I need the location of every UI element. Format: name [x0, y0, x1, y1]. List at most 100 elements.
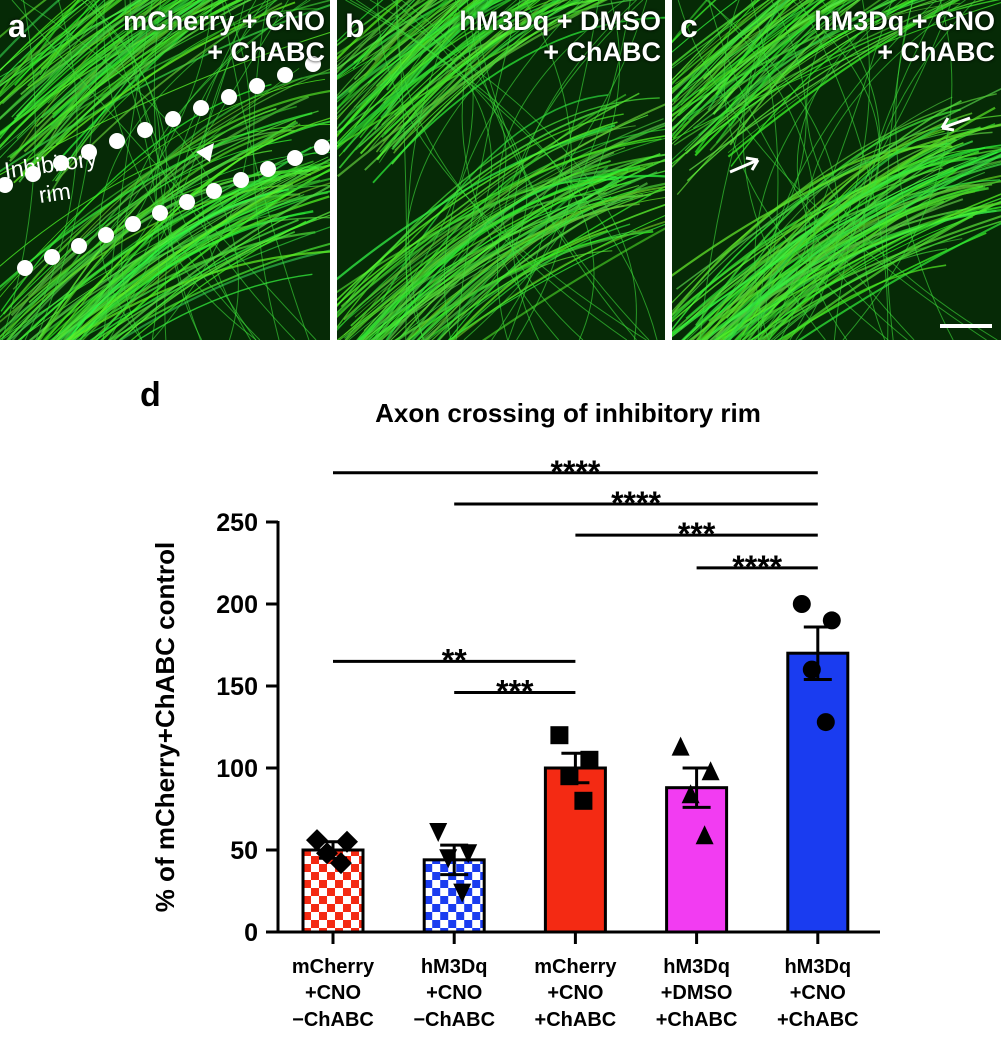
- axon: [0, 0, 81, 95]
- axon: [102, 0, 153, 340]
- axon: [729, 0, 845, 127]
- axon: [337, 0, 455, 79]
- axon: [749, 220, 1001, 340]
- axon: [404, 0, 565, 340]
- axon: [71, 210, 314, 340]
- axon: [466, 0, 650, 340]
- arrow: [940, 116, 971, 132]
- data-point: [792, 595, 811, 613]
- axon: [672, 0, 815, 112]
- axon: [375, 181, 632, 340]
- rim-dot: [277, 67, 293, 83]
- axon: [0, 0, 61, 59]
- panel-label: b: [345, 8, 365, 44]
- axon: [0, 0, 157, 121]
- rim-dot: [206, 183, 222, 199]
- axon: [57, 71, 330, 285]
- axon: [47, 0, 170, 104]
- axon: [741, 185, 984, 340]
- axon: [376, 0, 611, 161]
- axon: [337, 0, 638, 134]
- axon: [672, 0, 790, 95]
- axon: [396, 229, 654, 340]
- axon: [11, 0, 317, 340]
- axon: [370, 0, 464, 95]
- axon: [796, 0, 908, 340]
- axon: [705, 0, 839, 340]
- axon: [17, 0, 143, 151]
- axon: [337, 121, 618, 302]
- data-point: [439, 849, 458, 869]
- axon: [57, 117, 330, 335]
- axon: [35, 0, 98, 340]
- axon: [79, 0, 168, 340]
- axon: [380, 94, 609, 303]
- axon: [750, 216, 974, 340]
- axon: [672, 0, 851, 118]
- y-tick-label: 100: [216, 755, 258, 783]
- axon: [757, 0, 953, 340]
- axon: [776, 232, 987, 340]
- y-tick-label: 150: [216, 673, 258, 701]
- bar: [786, 651, 850, 934]
- axon: [698, 0, 898, 137]
- axon: [337, 0, 433, 63]
- axon: [443, 0, 584, 340]
- axon: [120, 215, 289, 340]
- rim-dot: [179, 194, 195, 210]
- axon: [124, 0, 296, 340]
- axon: [0, 0, 213, 340]
- axon: [11, 0, 142, 118]
- axon: [100, 168, 330, 340]
- axon: [153, 0, 202, 340]
- axon: [20, 0, 147, 96]
- rim-dot: [260, 161, 276, 177]
- axon: [396, 0, 628, 340]
- axon: [118, 214, 330, 340]
- axon: [46, 0, 189, 114]
- data-point: [671, 736, 690, 756]
- axon: [52, 0, 179, 127]
- significance-label: ****: [550, 454, 600, 490]
- axon: [497, 0, 644, 340]
- arrow: [729, 156, 760, 174]
- axon: [0, 0, 123, 106]
- data-point: [822, 611, 841, 630]
- axon: [385, 93, 627, 324]
- data-point: [453, 883, 472, 903]
- rim-dot: [233, 172, 249, 188]
- axon: [757, 200, 1001, 340]
- axon: [0, 161, 327, 340]
- axon: [730, 0, 917, 167]
- axon: [407, 186, 665, 340]
- axon: [55, 167, 320, 340]
- y-tick-label: 50: [230, 837, 258, 865]
- axon: [452, 220, 665, 340]
- rim-dot: [287, 150, 303, 166]
- axon: [672, 0, 826, 113]
- axon: [672, 0, 805, 106]
- axon: [455, 0, 521, 340]
- micrograph: [337, 0, 665, 340]
- axon: [672, 0, 821, 101]
- data-point: [802, 660, 821, 679]
- axon: [863, 0, 976, 340]
- axon: [708, 0, 915, 340]
- axon: [103, 0, 261, 340]
- axon: [343, 103, 665, 321]
- axon: [385, 175, 617, 340]
- axon: [379, 0, 481, 87]
- axon: [71, 0, 289, 340]
- axon: [337, 0, 479, 138]
- panel-caption: hM3Dq + DMSO + ChABC: [459, 6, 661, 68]
- rim-dot: [137, 122, 153, 138]
- axon: [18, 164, 330, 340]
- axon: [353, 0, 432, 64]
- data-point: [336, 830, 358, 853]
- axon: [405, 153, 665, 340]
- y-tick-label: 200: [216, 591, 258, 619]
- axon: [386, 0, 461, 91]
- axon: [392, 0, 552, 154]
- axon: [672, 0, 757, 86]
- axon: [369, 0, 637, 340]
